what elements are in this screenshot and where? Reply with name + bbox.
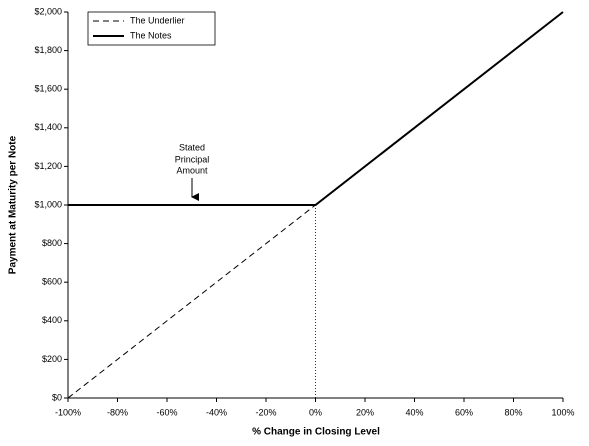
y-tick-label: $0: [52, 392, 62, 402]
x-tick-label: 80%: [504, 407, 522, 417]
line-series: [68, 11, 564, 206]
legend-label: The Notes: [130, 30, 172, 40]
annotation: Stated Principal Amount: [175, 142, 210, 201]
x-tick-label: -60%: [156, 407, 177, 417]
x-tick-label: 60%: [455, 407, 473, 417]
annotation-text: Stated: [179, 142, 205, 152]
y-tick-label: $200: [42, 354, 62, 364]
y-tick-label: $2,000: [34, 6, 62, 16]
legend-label: The Underlier: [130, 15, 185, 25]
annotation-text: Principal: [175, 154, 210, 164]
legend: The Underlier The Notes: [87, 11, 216, 46]
x-tick-label: -20%: [255, 407, 276, 417]
y-tick-label: $1,600: [34, 84, 62, 94]
x-axis-title: % Change in Closing Level: [252, 427, 380, 438]
x-tick-label: 0%: [309, 407, 322, 417]
annotation-text: Amount: [176, 165, 208, 175]
legend-box: [87, 11, 216, 46]
x-tick-label: -100%: [55, 407, 81, 417]
x-tick-label: -80%: [107, 407, 128, 417]
x-tick-label: 20%: [356, 407, 374, 417]
y-tick-label: $600: [42, 277, 62, 287]
x-tick-label: 40%: [405, 407, 423, 417]
y-tick-label: $1,000: [34, 199, 62, 209]
y-tick-label: $800: [42, 238, 62, 248]
x-tick-label: 100%: [551, 407, 574, 417]
y-tick-label: $400: [42, 315, 62, 325]
x-tick-label: -40%: [206, 407, 227, 417]
y-tick-label: $1,200: [34, 161, 62, 171]
y-tick-label: $1,400: [34, 122, 62, 132]
y-tick-label: $1,800: [34, 45, 62, 55]
y-axis-title: Payment at Maturity per Note: [8, 135, 19, 274]
